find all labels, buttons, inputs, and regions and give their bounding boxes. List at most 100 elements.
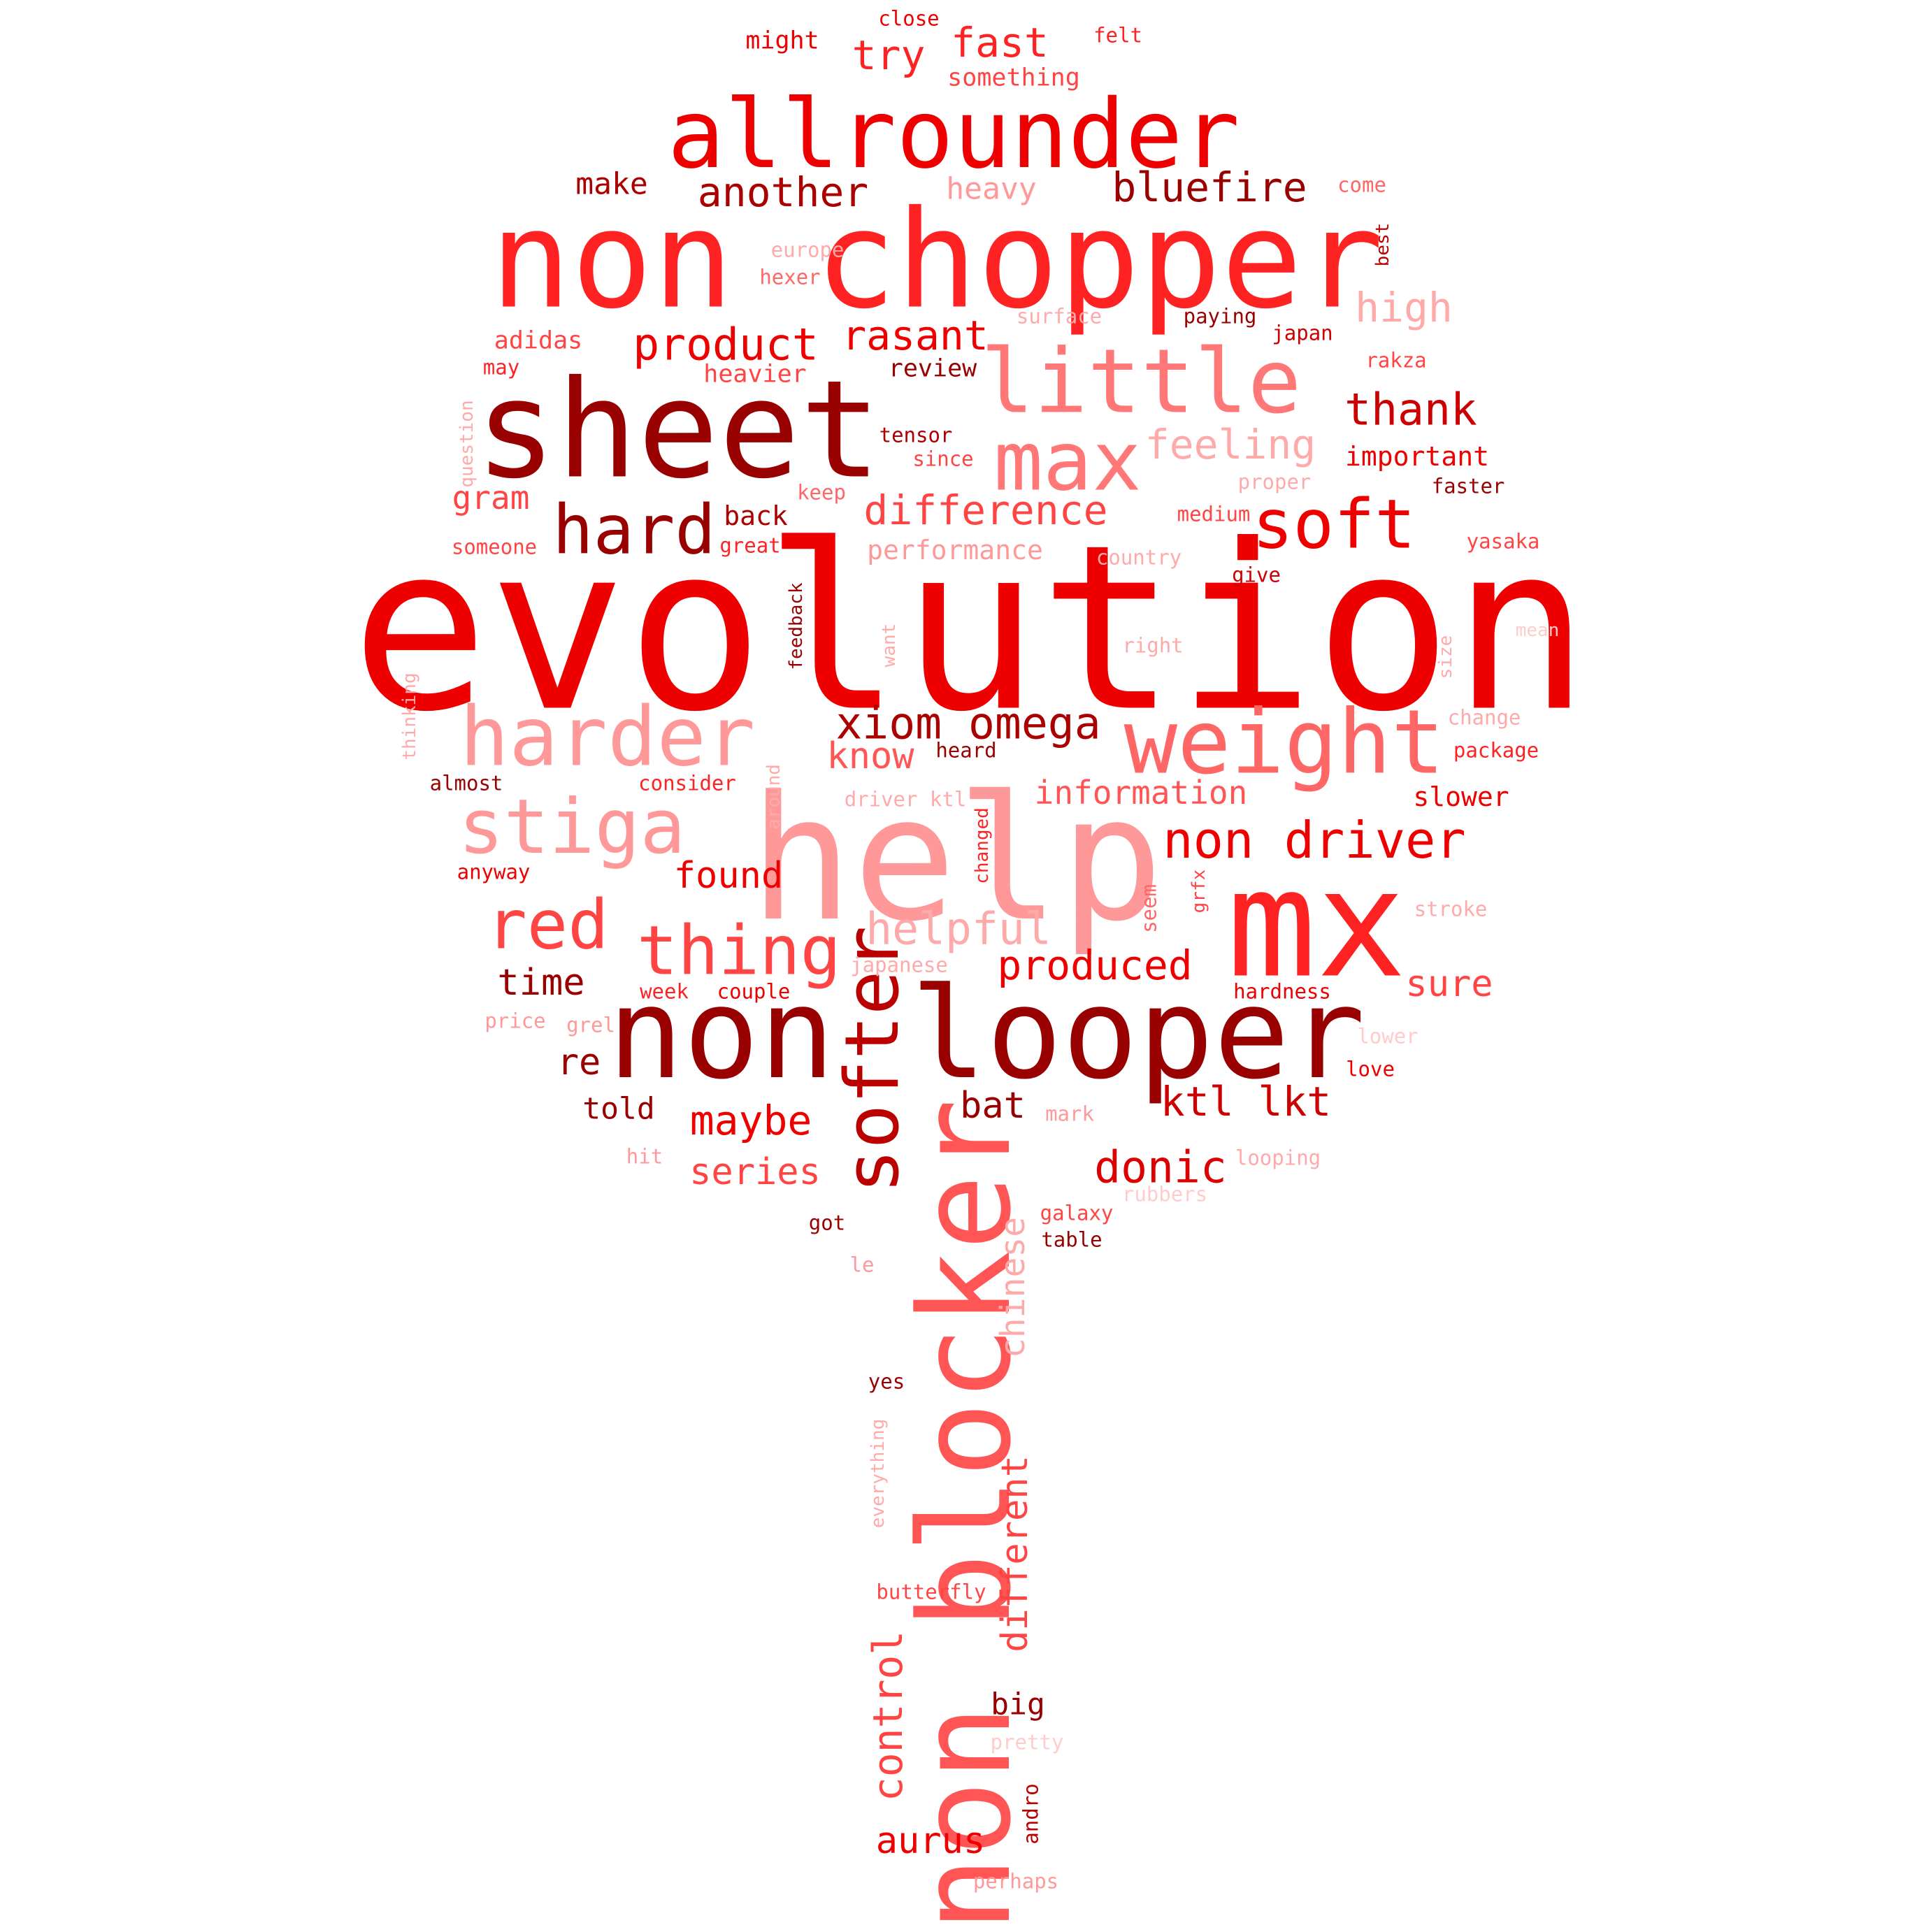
word-information: information (1034, 774, 1248, 812)
word-mark: mark (1045, 1102, 1094, 1126)
word-know: know (826, 735, 914, 777)
word-adidas: adidas (494, 326, 583, 355)
word-gram: gram (452, 479, 530, 517)
word-evolution: evolution (351, 496, 1590, 763)
word-back: back (724, 500, 788, 531)
word-big: big (991, 1687, 1045, 1722)
word-grel: grel (566, 1013, 615, 1037)
word-hardness: hardness (1233, 979, 1331, 1004)
word-might: might (745, 27, 819, 55)
word-important: important (1345, 441, 1489, 472)
word-weight: weight (1123, 690, 1445, 794)
word-feedback: feedback (786, 582, 807, 670)
word-harder: harder (459, 689, 756, 785)
word-sheet: sheet (475, 351, 882, 509)
word-different: different (994, 1455, 1036, 1652)
word-allrounder: allrounder (667, 80, 1240, 190)
word-package: package (1453, 738, 1539, 763)
word-everything: everything (868, 1418, 889, 1529)
word-perhaps: perhaps (972, 1869, 1059, 1894)
word-red: red (486, 885, 609, 965)
word-ktl-lkt: ktl lkt (1160, 1078, 1332, 1125)
word-series: series (689, 1151, 821, 1193)
word-rubbers: rubbers (1121, 1182, 1208, 1206)
word-table: table (1041, 1227, 1103, 1252)
word-best: best (1372, 222, 1393, 267)
word-japanese: japanese (850, 953, 948, 977)
word-close: close (878, 6, 940, 31)
word-make: make (575, 166, 648, 202)
word-try: try (852, 31, 926, 79)
word-high: high (1355, 284, 1453, 331)
word-told: told (582, 1091, 655, 1127)
word-butterfly: butterfly (876, 1580, 986, 1604)
word-pretty: pretty (990, 1730, 1064, 1754)
word-non-looper: non looper (608, 961, 1365, 1107)
word-bat: bat (960, 1085, 1026, 1127)
word-something: something (947, 64, 1080, 92)
word-tensor: tensor (879, 423, 953, 447)
word-europe: europe (770, 238, 845, 262)
word-non-chopper: non chopper (489, 181, 1384, 339)
word-paying: paying (1183, 304, 1257, 329)
word-felt: felt (1093, 23, 1142, 48)
word-help: help (749, 760, 1164, 960)
word-thing: thing (637, 911, 841, 990)
word-galaxy: galaxy (1040, 1201, 1114, 1225)
word-time: time (497, 962, 585, 1004)
word-got: got (808, 1211, 846, 1235)
word-couple: couple (717, 979, 791, 1004)
word-performance: performance (867, 535, 1043, 565)
word-donic: donic (1094, 1141, 1227, 1193)
word-almost: almost (429, 771, 503, 795)
word-maybe: maybe (689, 1097, 812, 1144)
word-right: right (1122, 633, 1184, 658)
word-change: change (1447, 705, 1521, 730)
word-feeling: feeling (1144, 421, 1316, 468)
word-fast: fast (951, 19, 1049, 66)
word-heavy: heavy (946, 171, 1037, 207)
word-looping: looping (1235, 1146, 1321, 1170)
word-mx: mx (1226, 837, 1407, 1011)
word-size: size (1435, 635, 1456, 679)
word-helpful: helpful (866, 903, 1051, 955)
word-stroke: stroke (1414, 897, 1488, 921)
word-want: want (879, 623, 900, 668)
word-changed: changed (972, 807, 993, 884)
word-give: give (1232, 563, 1281, 587)
word-question: question (457, 400, 478, 488)
word-product: product (633, 319, 819, 370)
word-anyway: anyway (457, 860, 531, 884)
word-since: since (912, 447, 974, 471)
word-slower: slower (1413, 781, 1509, 812)
word-aurus: aurus (875, 1820, 986, 1862)
word-heavier: heavier (703, 360, 807, 389)
word-driver-ktl: driver ktl (844, 787, 967, 812)
word-hard: hard (552, 490, 716, 570)
word-review: review (888, 354, 977, 383)
word-produced: produced (997, 942, 1193, 989)
word-thinking: thinking (399, 672, 420, 760)
word-mean: mean (1515, 620, 1560, 641)
word-bluefire: bluefire (1112, 164, 1307, 211)
word-consider: consider (638, 771, 736, 795)
word-grfx: grfx (1189, 869, 1209, 914)
word-sure: sure (1405, 963, 1493, 1005)
word-around: around (763, 764, 784, 830)
word-xiom-omega: xiom omega (835, 698, 1101, 749)
word-heard: heard (935, 738, 997, 763)
word-re: re (557, 1041, 601, 1083)
word-another: another (697, 168, 869, 216)
word-week: week (640, 979, 689, 1004)
word-control: control (864, 1630, 912, 1802)
word-yes: yes (868, 1369, 905, 1394)
word-medium: medium (1177, 502, 1251, 526)
word-thank: thank (1344, 384, 1477, 435)
word-may: may (482, 355, 520, 380)
word-hexer: hexer (759, 265, 821, 289)
word-lower: lower (1357, 1024, 1419, 1048)
word-rakza: rakza (1365, 348, 1427, 373)
word-proper: proper (1237, 470, 1312, 494)
word-max: max (993, 413, 1142, 510)
